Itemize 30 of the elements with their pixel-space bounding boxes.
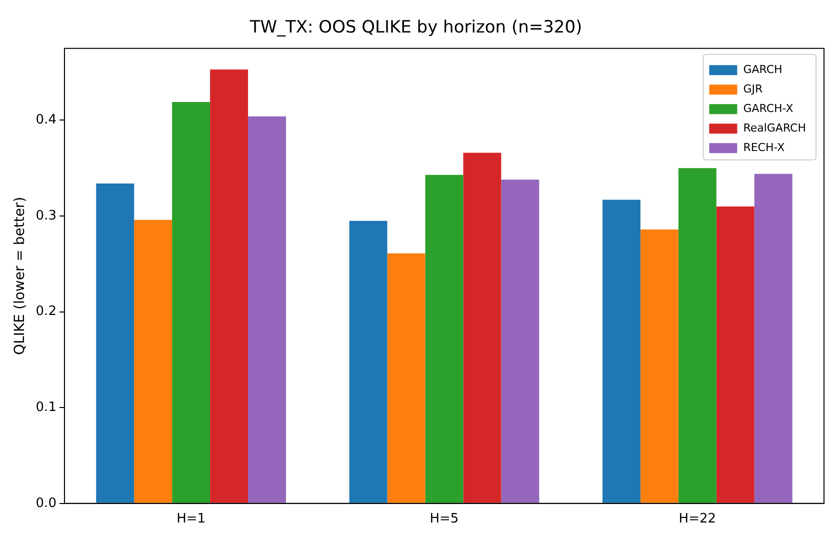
y-tick-label: 0.0 xyxy=(36,496,56,511)
bar xyxy=(640,229,678,503)
bar xyxy=(349,220,388,503)
y-tick-label: 0.2 xyxy=(36,304,56,320)
bar xyxy=(678,168,716,503)
y-axis-title: QLIKE (lower = better) xyxy=(12,196,28,355)
y-tick-label: 0.4 xyxy=(36,112,56,128)
legend-label: RECH-X xyxy=(743,141,786,154)
y-tick-label: 0.3 xyxy=(36,208,56,224)
bar xyxy=(96,183,134,503)
bar xyxy=(463,152,502,503)
bar xyxy=(501,180,540,503)
bar xyxy=(602,200,640,503)
x-tick-label: H=5 xyxy=(430,512,459,527)
bar xyxy=(210,69,248,503)
legend-label: RealGARCH xyxy=(743,122,806,135)
x-tick-label: H=22 xyxy=(678,512,716,527)
bar xyxy=(425,174,464,503)
bar xyxy=(387,253,426,503)
bar xyxy=(172,102,210,503)
bar xyxy=(754,174,792,503)
bar xyxy=(248,116,286,503)
legend-label: GARCH-X xyxy=(743,102,794,116)
legend-label: GARCH xyxy=(743,63,782,76)
chart-title: TW_TX: OOS QLIKE by horizon (n=320) xyxy=(248,18,582,38)
bar xyxy=(134,220,172,503)
legend-label: GJR xyxy=(743,82,763,96)
bar xyxy=(716,206,754,503)
x-tick-label: H=1 xyxy=(176,512,206,527)
y-tick-label: 0.1 xyxy=(36,400,56,415)
